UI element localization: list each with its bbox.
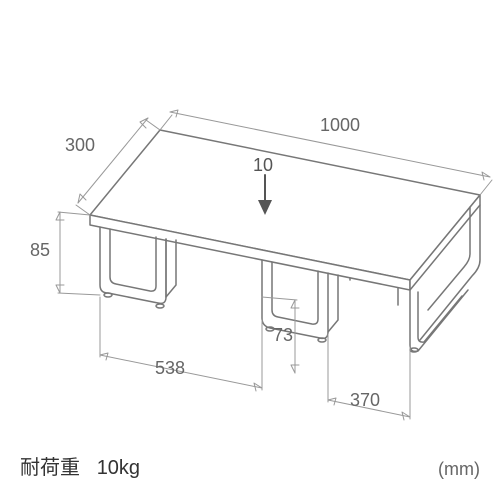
dimension-drawing	[0, 0, 500, 500]
load-label: 耐荷重	[20, 457, 80, 479]
dim-depth: 300	[65, 135, 95, 156]
dim-width: 1000	[320, 115, 360, 136]
load-value: 10kg	[97, 457, 140, 479]
unit-label: (mm)	[438, 459, 480, 480]
load-capacity: 耐荷重 10kg	[20, 451, 140, 480]
dim-height: 85	[30, 240, 50, 261]
dim-thickness: 10	[253, 155, 273, 176]
dim-clearance: 73	[273, 325, 293, 346]
dim-span-left: 538	[155, 358, 185, 379]
dim-span-right: 370	[350, 390, 380, 411]
